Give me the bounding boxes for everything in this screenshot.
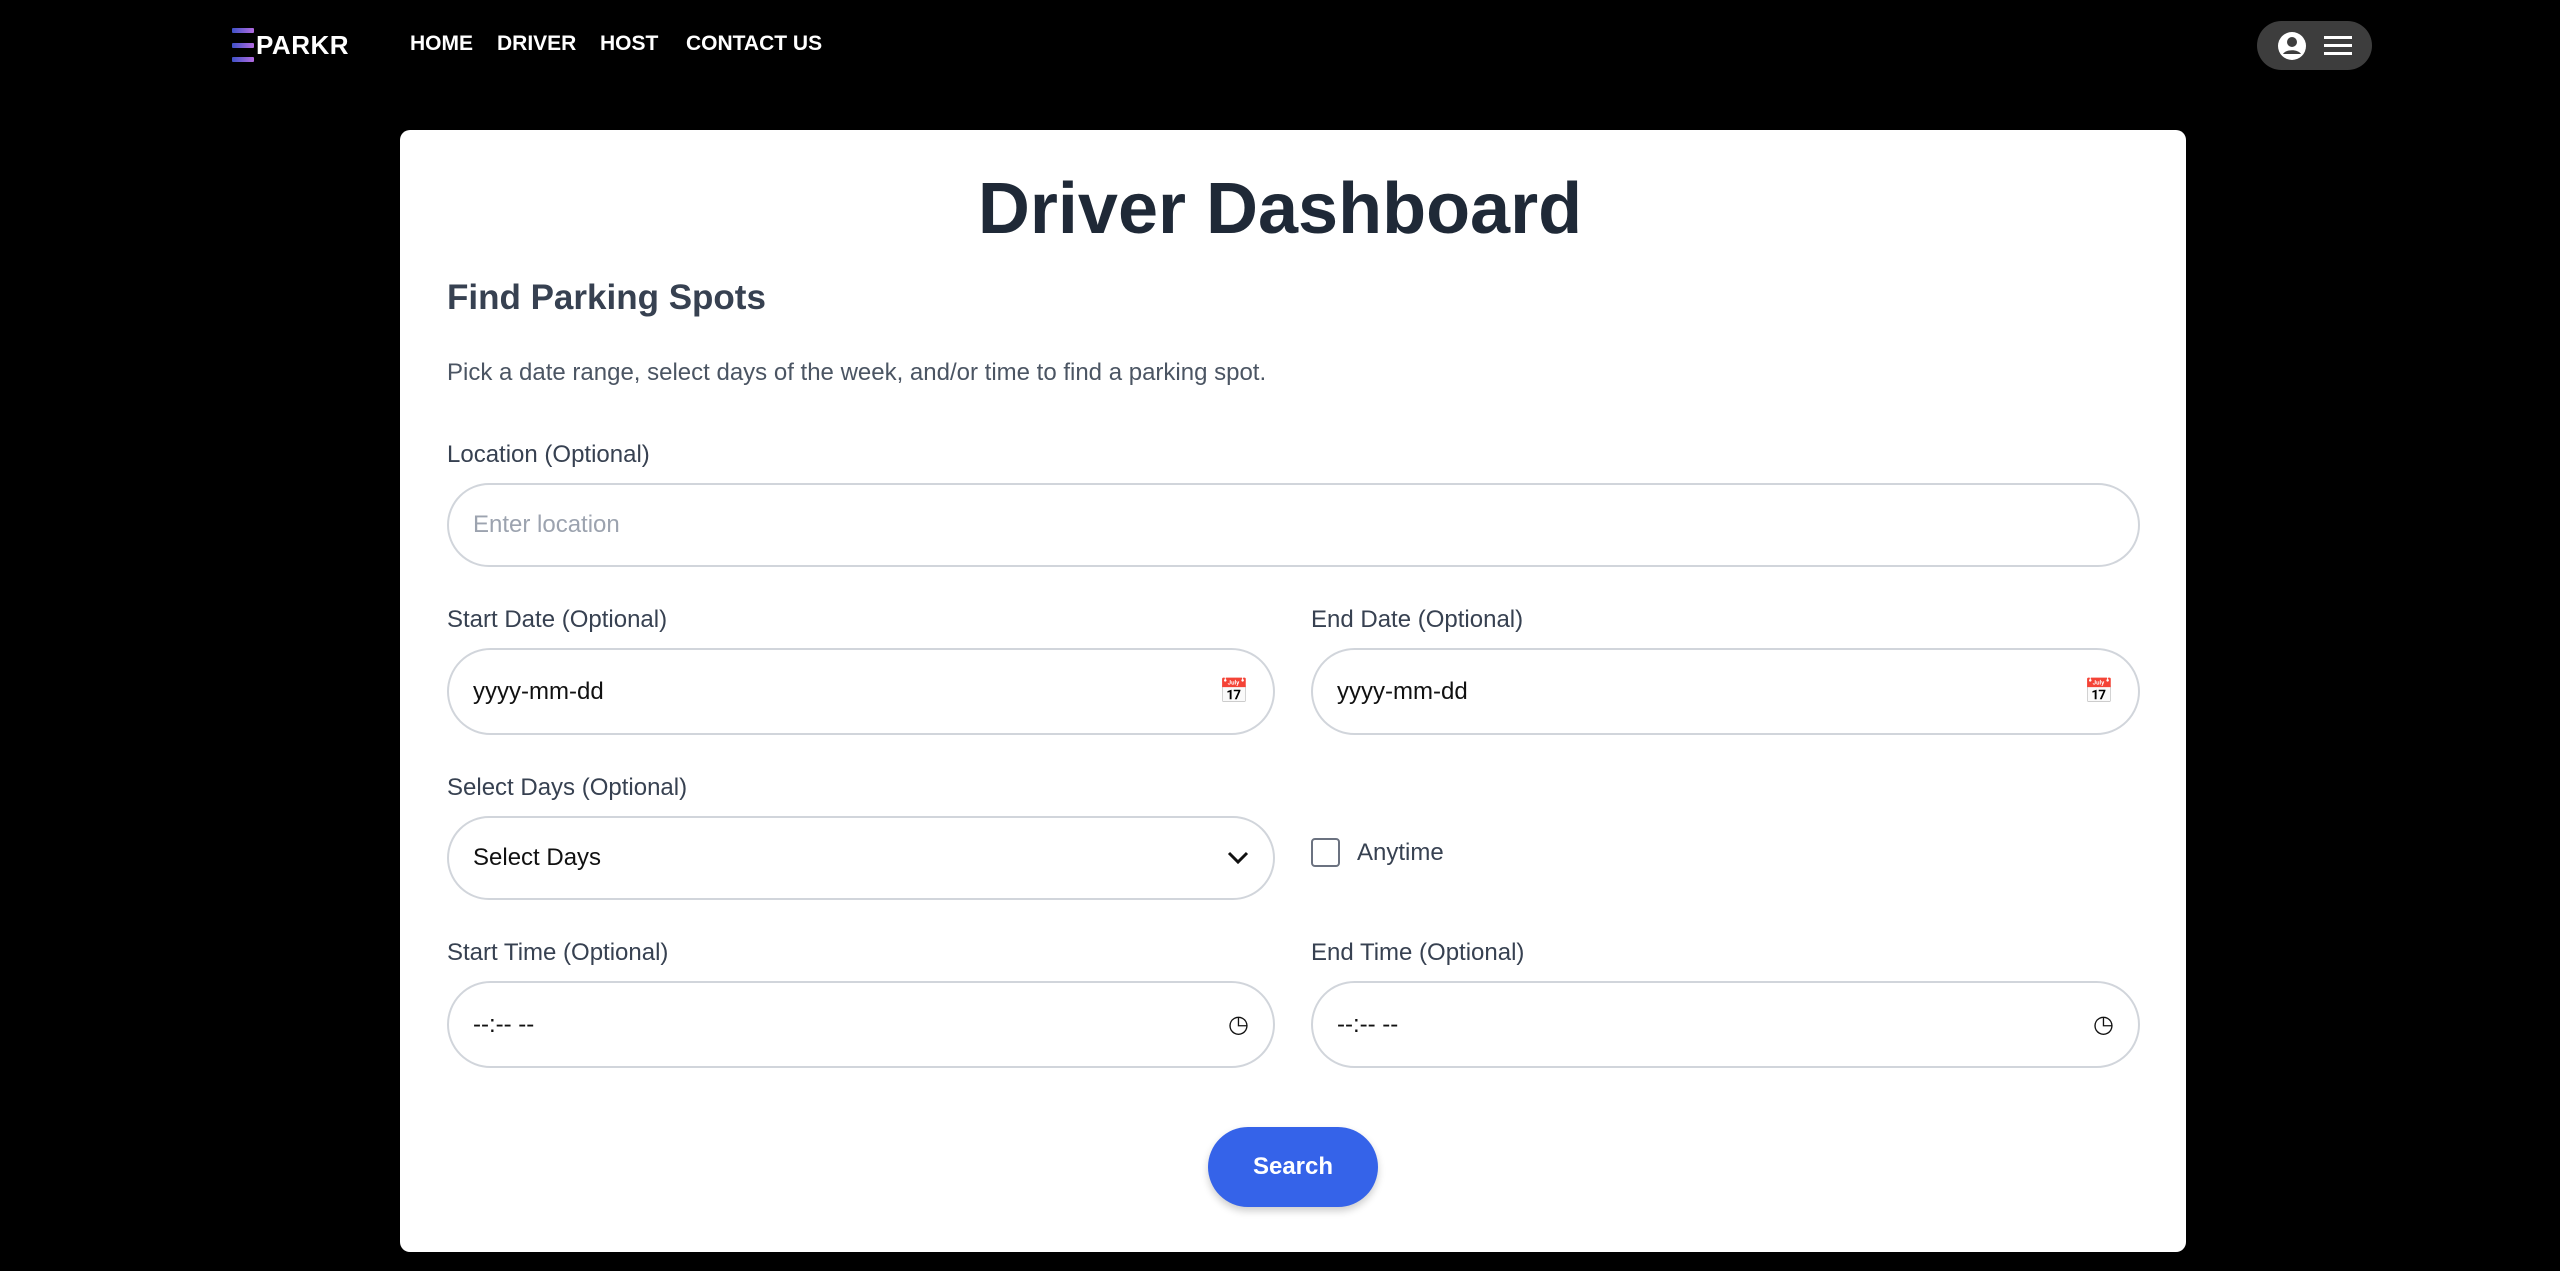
end-date-label: End Date (Optional) [1311, 606, 1524, 633]
end-time-value: --:-- -- [1337, 1010, 1399, 1038]
end-date-value: yyyy-mm-dd [1337, 677, 1468, 705]
clock-icon[interactable]: ◷ [2093, 1011, 2114, 1038]
anytime-checkbox[interactable] [1311, 838, 1340, 867]
logo-text: PARKR [256, 29, 350, 60]
start-date-input[interactable]: yyyy-mm-dd 📅 [447, 648, 1275, 735]
page-title: Driver Dashboard [977, 169, 1583, 249]
location-input[interactable]: Enter location [447, 483, 2140, 567]
end-time-input[interactable]: --:-- -- ◷ [1311, 981, 2140, 1068]
select-days-dropdown[interactable]: Select Days [447, 816, 1275, 900]
start-date-label: Start Date (Optional) [447, 606, 668, 633]
start-time-label: Start Time (Optional) [447, 939, 669, 966]
select-days-value: Select Days [473, 844, 602, 871]
nav-home[interactable]: HOME [410, 32, 473, 55]
location-placeholder: Enter location [473, 511, 620, 538]
user-menu-button[interactable] [2257, 21, 2372, 70]
account-circle-icon [2278, 31, 2307, 60]
logo[interactable]: PARKR [232, 28, 349, 62]
nav-driver[interactable]: DRIVER [497, 32, 577, 55]
location-label: Location (Optional) [447, 441, 650, 468]
calendar-icon[interactable]: 📅 [1219, 678, 1249, 705]
search-button[interactable]: Search [1208, 1127, 1378, 1207]
start-date-value: yyyy-mm-dd [473, 677, 604, 705]
nav-contact-us[interactable]: CONTACT US [686, 32, 823, 55]
chevron-down-icon [1227, 851, 1249, 865]
logo-bars-icon [232, 28, 254, 62]
clock-icon[interactable]: ◷ [1228, 1011, 1249, 1038]
calendar-icon[interactable]: 📅 [2084, 678, 2114, 705]
end-date-input[interactable]: yyyy-mm-dd 📅 [1311, 648, 2140, 735]
hamburger-menu-icon [2323, 35, 2352, 55]
start-time-value: --:-- -- [473, 1010, 535, 1038]
anytime-label[interactable]: Anytime [1357, 839, 1444, 866]
select-days-label: Select Days (Optional) [447, 774, 688, 801]
start-time-input[interactable]: --:-- -- ◷ [447, 981, 1275, 1068]
end-time-label: End Time (Optional) [1311, 939, 1525, 966]
nav-host[interactable]: HOST [600, 32, 659, 55]
description: Pick a date range, select days of the we… [447, 359, 1267, 386]
section-title: Find Parking Spots [447, 278, 766, 317]
